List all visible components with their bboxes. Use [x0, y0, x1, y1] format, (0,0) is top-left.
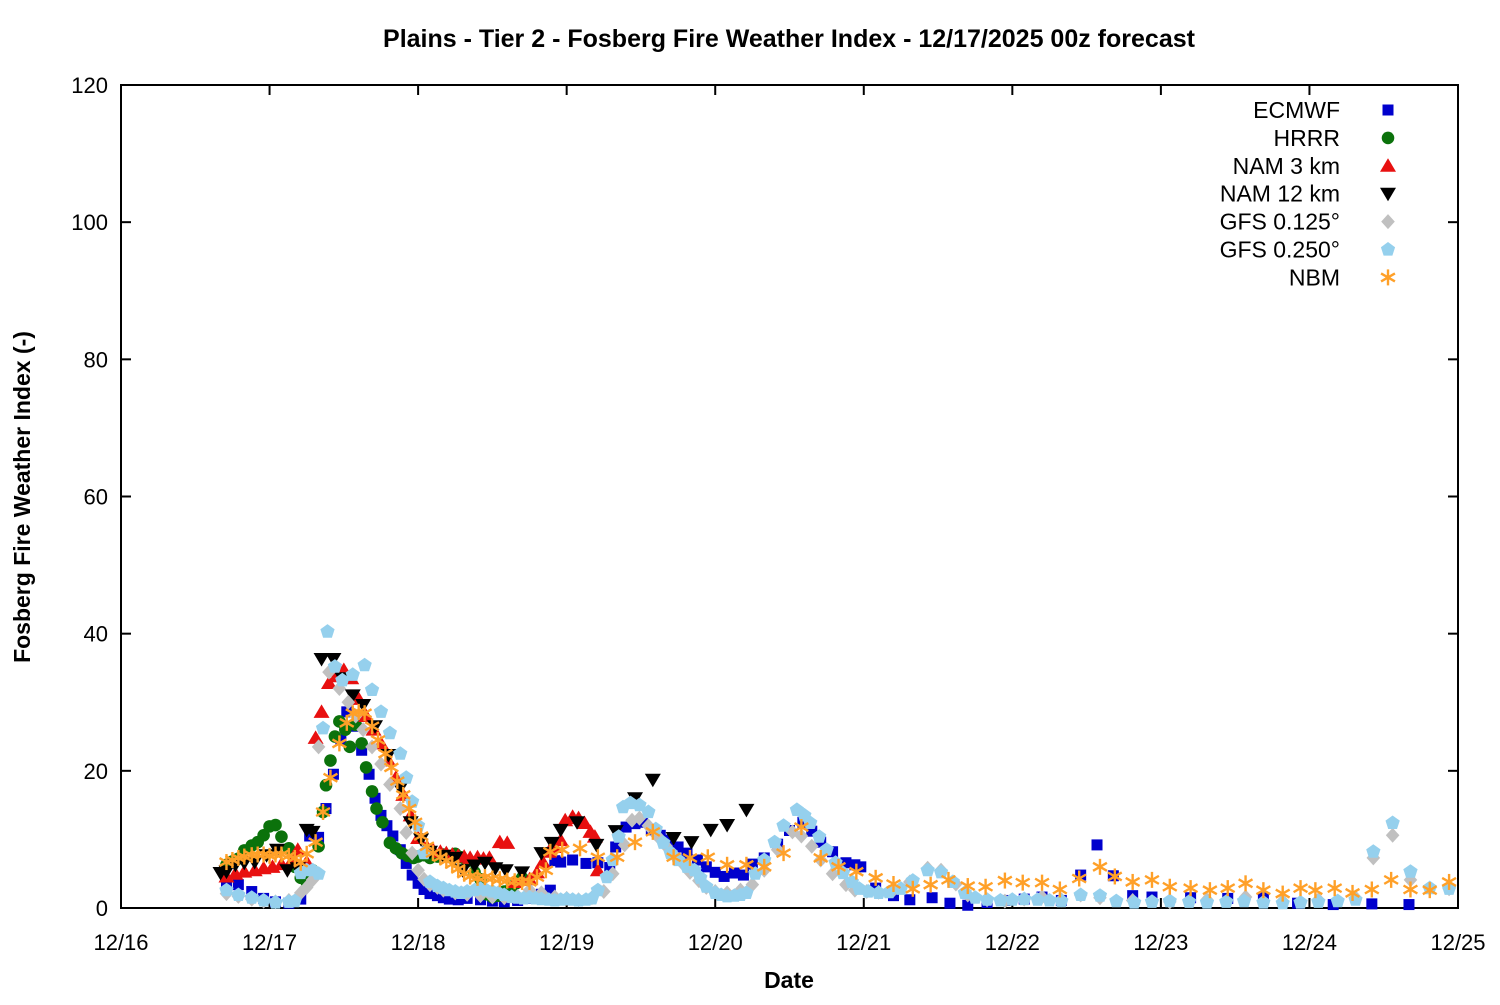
legend-marker-nam-12-km-icon	[1380, 187, 1396, 202]
legend-item-hrrr: HRRR	[1274, 125, 1395, 151]
x-tick-label: 12/20	[688, 930, 743, 955]
x-axis-label: Date	[764, 967, 814, 993]
legend-item-nam-12-km: NAM 12 km	[1220, 181, 1396, 207]
legend-item-gfs-0-250: GFS 0.250°	[1220, 237, 1396, 263]
x-tick-label: 12/18	[391, 930, 446, 955]
legend-label-ecmwf: ECMWF	[1253, 97, 1340, 123]
y-tick-label: 120	[71, 73, 108, 98]
legend-marker-gfs-0-125-icon	[1381, 214, 1395, 230]
legend-item-nam-3-km: NAM 3 km	[1233, 153, 1396, 179]
legend-marker-nam-3-km-icon	[1380, 158, 1396, 172]
legend-item-nbm: NBM	[1289, 264, 1396, 290]
x-tick-label: 12/21	[836, 930, 891, 955]
x-tick-label: 12/22	[985, 930, 1040, 955]
legend-label-gfs-0-125: GFS 0.125°	[1220, 209, 1340, 235]
x-tick-label: 12/24	[1282, 930, 1337, 955]
x-tick-label: 12/16	[93, 930, 148, 955]
y-tick-label: 0	[96, 896, 108, 921]
y-tick-label: 60	[84, 485, 108, 510]
legend-label-nam-12-km: NAM 12 km	[1220, 181, 1340, 207]
y-tick-label: 20	[84, 759, 108, 784]
legend-label-nam-3-km: NAM 3 km	[1233, 153, 1340, 179]
legend-marker-nbm-icon	[1380, 269, 1396, 286]
legend-label-hrrr: HRRR	[1274, 125, 1340, 151]
legend-label-nbm: NBM	[1289, 264, 1340, 290]
legend-label-gfs-0-250: GFS 0.250°	[1220, 237, 1340, 263]
legend-marker-hrrr-icon	[1381, 131, 1395, 145]
series-nbm	[218, 703, 1457, 902]
x-tick-label: 12/23	[1133, 930, 1188, 955]
y-axis-label: Fosberg Fire Weather Index (-)	[9, 331, 35, 663]
y-tick-label: 100	[71, 210, 108, 235]
legend-item-gfs-0-125: GFS 0.125°	[1220, 209, 1395, 235]
y-tick-label: 80	[84, 347, 108, 372]
plot-area: 12/16 12/17 12/18 12/19 12/20 12/21 12/22 12/23…	[71, 73, 1485, 955]
legend-marker-gfs-0-250-icon	[1380, 242, 1396, 256]
legend-marker-ecmwf-icon	[1382, 104, 1394, 116]
legend-item-ecmwf: ECMWF	[1253, 97, 1394, 123]
x-tick-label: 12/19	[539, 930, 594, 955]
chart-title: Plains - Tier 2 - Fosberg Fire Weather I…	[383, 25, 1196, 53]
x-tick-label: 12/25	[1430, 930, 1485, 955]
x-tick-label: 12/17	[242, 930, 297, 955]
y-tick-label: 40	[84, 622, 108, 647]
